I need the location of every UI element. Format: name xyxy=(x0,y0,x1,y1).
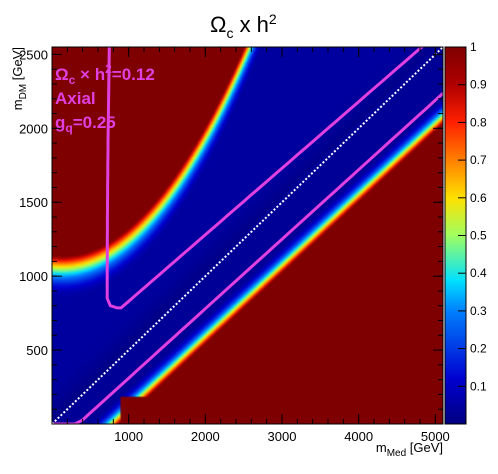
annotation-coupling-value: gq=0.25 xyxy=(55,113,116,135)
y-tick-label: 1500 xyxy=(19,195,48,210)
colorbar-tick-label: 0.7 xyxy=(470,153,487,167)
x-tick-label: 5000 xyxy=(421,429,450,444)
colorbar-tick-label: 0.4 xyxy=(470,266,487,280)
annotation-coupling-type: Axial xyxy=(55,89,96,108)
y-axis: 500 1000 1500 2000 2500 xyxy=(19,47,443,410)
chart-title: Ωc x h2 xyxy=(210,11,277,41)
plot-frame xyxy=(51,46,444,425)
x-tick-label: 1000 xyxy=(114,429,143,444)
colorbar-tick-label: 0.8 xyxy=(470,115,487,129)
colorbar-tick-label: 0.5 xyxy=(470,229,487,243)
colorbar-axis: 0.1 0.2 0.3 0.4 0.5 0.6 0.7 0.8 0.9 1 xyxy=(458,40,487,393)
colorbar-tick-label: 0.6 xyxy=(470,191,487,205)
y-tick-label: 1000 xyxy=(19,269,48,284)
colorbar-tick-label: 0.3 xyxy=(470,304,487,318)
x-axis-title: mMed [GeV] xyxy=(376,440,443,459)
kinematic-threshold-line xyxy=(52,47,443,424)
y-tick-label: 500 xyxy=(26,343,48,358)
y-axis-title: mDM [GeV] xyxy=(10,47,29,110)
colorbar-tick-label: 0.1 xyxy=(470,379,487,393)
colorbar-tick-label: 0.2 xyxy=(470,342,487,356)
x-tick-label: 3000 xyxy=(268,429,297,444)
colorbar-tick-label: 0.9 xyxy=(470,78,487,92)
colorbar-tick-label: 1 xyxy=(470,40,477,54)
contour-upper-branch xyxy=(105,47,425,310)
x-tick-label: 4000 xyxy=(344,429,373,444)
annotation-relic-value: Ωc × h2=0.12 xyxy=(55,62,155,87)
x-tick-label: 2000 xyxy=(191,429,220,444)
contour-lower-branch xyxy=(52,92,443,424)
x-axis: 1000 2000 3000 4000 5000 xyxy=(66,47,450,444)
y-tick-label: 2500 xyxy=(19,47,48,62)
contour-layer xyxy=(52,47,443,424)
y-tick-label: 2000 xyxy=(19,121,48,136)
